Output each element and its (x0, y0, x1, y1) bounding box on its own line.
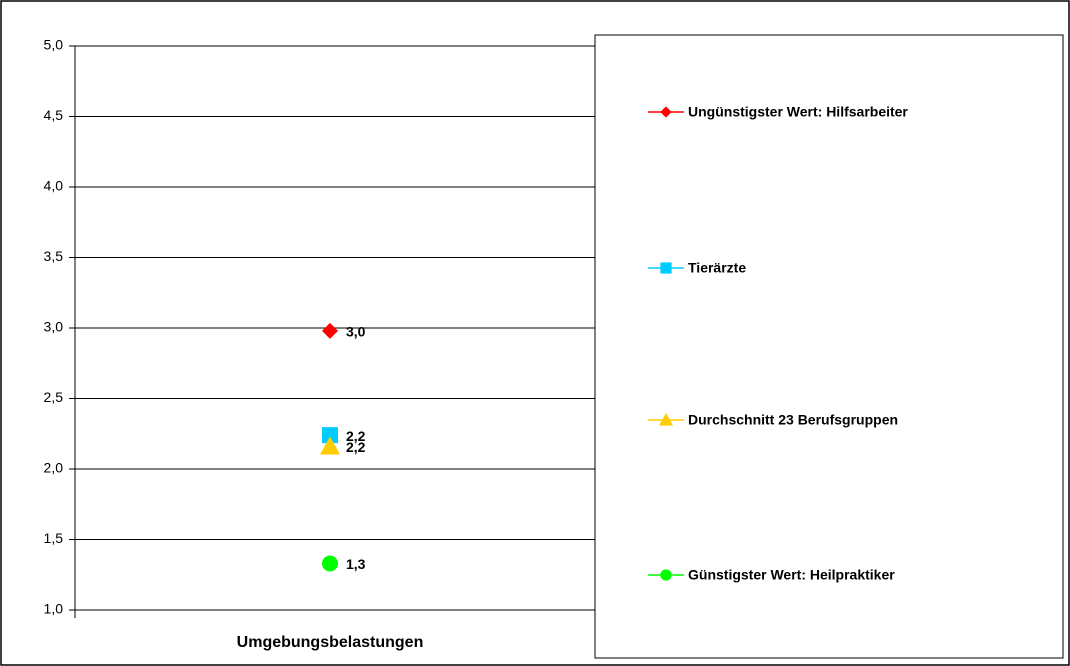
y-tick-label: 4,5 (44, 107, 64, 123)
data-label: 1,3 (346, 556, 366, 572)
marker (322, 427, 338, 444)
legend-box (594, 34, 1064, 659)
legend-label: Günstigster Wert: Heilpraktiker (688, 567, 895, 583)
marker (660, 262, 672, 274)
y-tick-label: 1,0 (44, 601, 64, 617)
x-tick-label: Umgebungsbelastungen (237, 634, 424, 651)
y-tick-label: 2,5 (44, 389, 64, 405)
y-tick-label: 2,0 (44, 460, 64, 476)
legend-label: Durchschnitt 23 Berufsgruppen (688, 412, 898, 428)
marker (320, 436, 340, 455)
marker (659, 413, 673, 426)
y-tick-label: 3,0 (44, 319, 64, 335)
marker (322, 555, 338, 572)
y-tick-label: 4,0 (44, 178, 64, 194)
y-tick-label: 1,5 (44, 530, 64, 546)
data-label: 2,2 (346, 439, 366, 455)
legend-label: Ungünstigster Wert: Hilfsarbeiter (688, 104, 908, 120)
data-label: 2,2 (346, 428, 366, 444)
legend-label: Tierärzte (688, 260, 746, 276)
y-tick-label: 5,0 (44, 37, 64, 53)
data-label: 3,0 (346, 324, 366, 340)
marker (322, 322, 338, 339)
marker (660, 106, 672, 118)
marker (660, 569, 672, 581)
y-tick-label: 3,5 (44, 248, 64, 264)
